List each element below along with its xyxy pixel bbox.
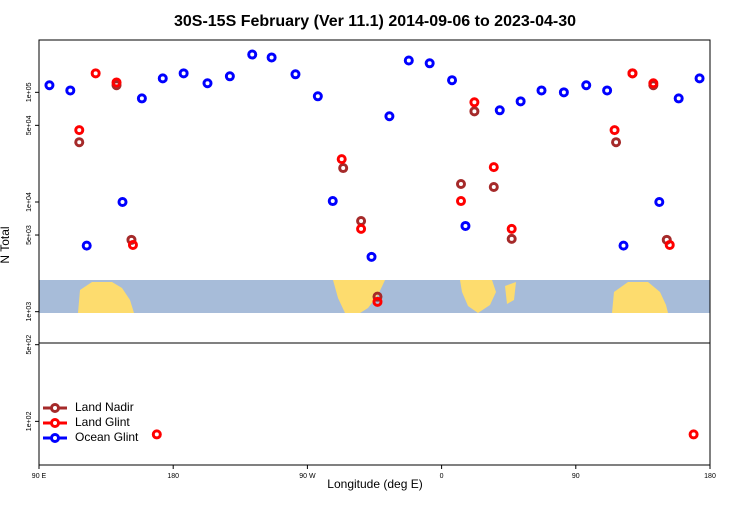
x-tick-label: 90 W <box>299 473 316 480</box>
legend-marker <box>50 403 60 413</box>
plot-frame <box>38 39 711 466</box>
point <box>648 78 659 89</box>
legend-marker <box>50 418 60 428</box>
point <box>488 162 499 173</box>
y-tick-label: 1e+05 <box>26 82 33 102</box>
point <box>336 154 347 165</box>
point <box>403 55 414 66</box>
point <box>327 196 338 207</box>
point <box>338 163 349 174</box>
point <box>117 197 128 208</box>
point <box>81 240 92 251</box>
point <box>506 223 517 234</box>
y-tick-label: 5e+02 <box>26 335 33 355</box>
point <box>455 196 466 207</box>
point <box>558 87 569 98</box>
point <box>178 68 189 79</box>
point <box>372 296 383 307</box>
point <box>312 91 323 102</box>
x-tick-label: 0 <box>440 473 444 480</box>
x-axis-label: Longitude (deg E) <box>327 477 422 491</box>
chart-title: 30S-15S February (Ver 11.1) 2014-09-06 t… <box>174 13 576 30</box>
point <box>224 71 235 82</box>
y-axis-label: N Total <box>0 226 12 263</box>
x-tick-label: 90 <box>572 473 580 480</box>
x-tick-label: 180 <box>167 473 179 480</box>
point <box>627 68 638 79</box>
x-tick-label: 180 <box>704 473 716 480</box>
point <box>290 69 301 80</box>
y-tick-label: 5e+03 <box>26 225 33 245</box>
point <box>127 239 138 250</box>
y-tick-label: 1e+03 <box>26 302 33 322</box>
point <box>356 223 367 234</box>
legend-label: Ocean Glint <box>75 430 139 444</box>
point <box>469 97 480 108</box>
point <box>136 93 147 104</box>
point <box>424 58 435 69</box>
point <box>65 85 76 96</box>
point <box>266 52 277 63</box>
point <box>611 137 622 148</box>
point <box>688 429 699 440</box>
map-background <box>39 280 710 313</box>
point <box>506 233 517 244</box>
point <box>515 96 526 107</box>
point <box>366 251 377 262</box>
point <box>618 240 629 251</box>
point <box>44 80 55 91</box>
y-tick-label: 1e+04 <box>26 192 33 212</box>
legend-label: Land Glint <box>75 415 130 429</box>
point <box>74 125 85 136</box>
point <box>488 182 499 193</box>
y-tick-label: 1e+02 <box>26 411 33 431</box>
point <box>356 216 367 227</box>
point <box>157 73 168 84</box>
point <box>384 111 395 122</box>
point <box>247 49 258 60</box>
point <box>654 197 665 208</box>
point <box>469 106 480 117</box>
point <box>447 75 458 86</box>
point <box>602 85 613 96</box>
x-tick-label: 90 E <box>32 473 47 480</box>
legend-label: Land Nadir <box>75 400 134 414</box>
point <box>694 73 705 84</box>
point <box>536 85 547 96</box>
point <box>90 68 101 79</box>
point <box>609 125 620 136</box>
point <box>581 80 592 91</box>
point <box>664 239 675 250</box>
point <box>372 291 383 302</box>
point <box>111 77 122 88</box>
point <box>494 105 505 116</box>
legend-marker <box>50 433 60 443</box>
point <box>202 78 213 89</box>
point <box>151 429 162 440</box>
point <box>74 137 85 148</box>
point <box>455 178 466 189</box>
point <box>460 220 471 231</box>
point <box>673 93 684 104</box>
y-tick-label: 5e+04 <box>26 115 33 135</box>
